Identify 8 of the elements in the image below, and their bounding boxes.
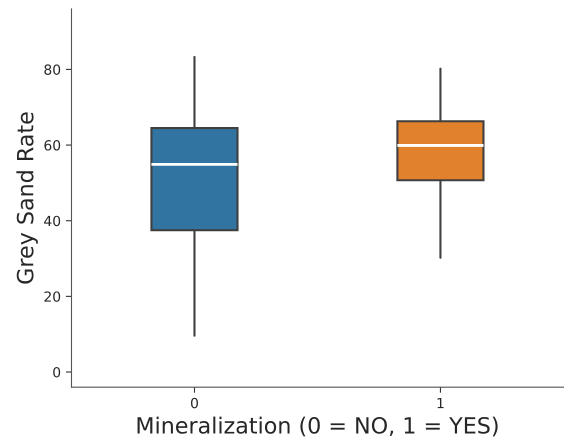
y-tick-label: 80 — [44, 64, 60, 75]
y-tick-label: 60 — [44, 140, 60, 151]
y-tick-label: 20 — [44, 291, 60, 302]
y-tick-label: 40 — [44, 216, 60, 226]
x-tick-label: 1 — [438, 398, 444, 408]
y-axis-title: Grey Sand Rate — [16, 112, 38, 284]
x-axis-title: Mineralization (0 = NO, 1 = YES) — [138, 416, 498, 436]
y-tick-label: 0 — [53, 366, 60, 378]
